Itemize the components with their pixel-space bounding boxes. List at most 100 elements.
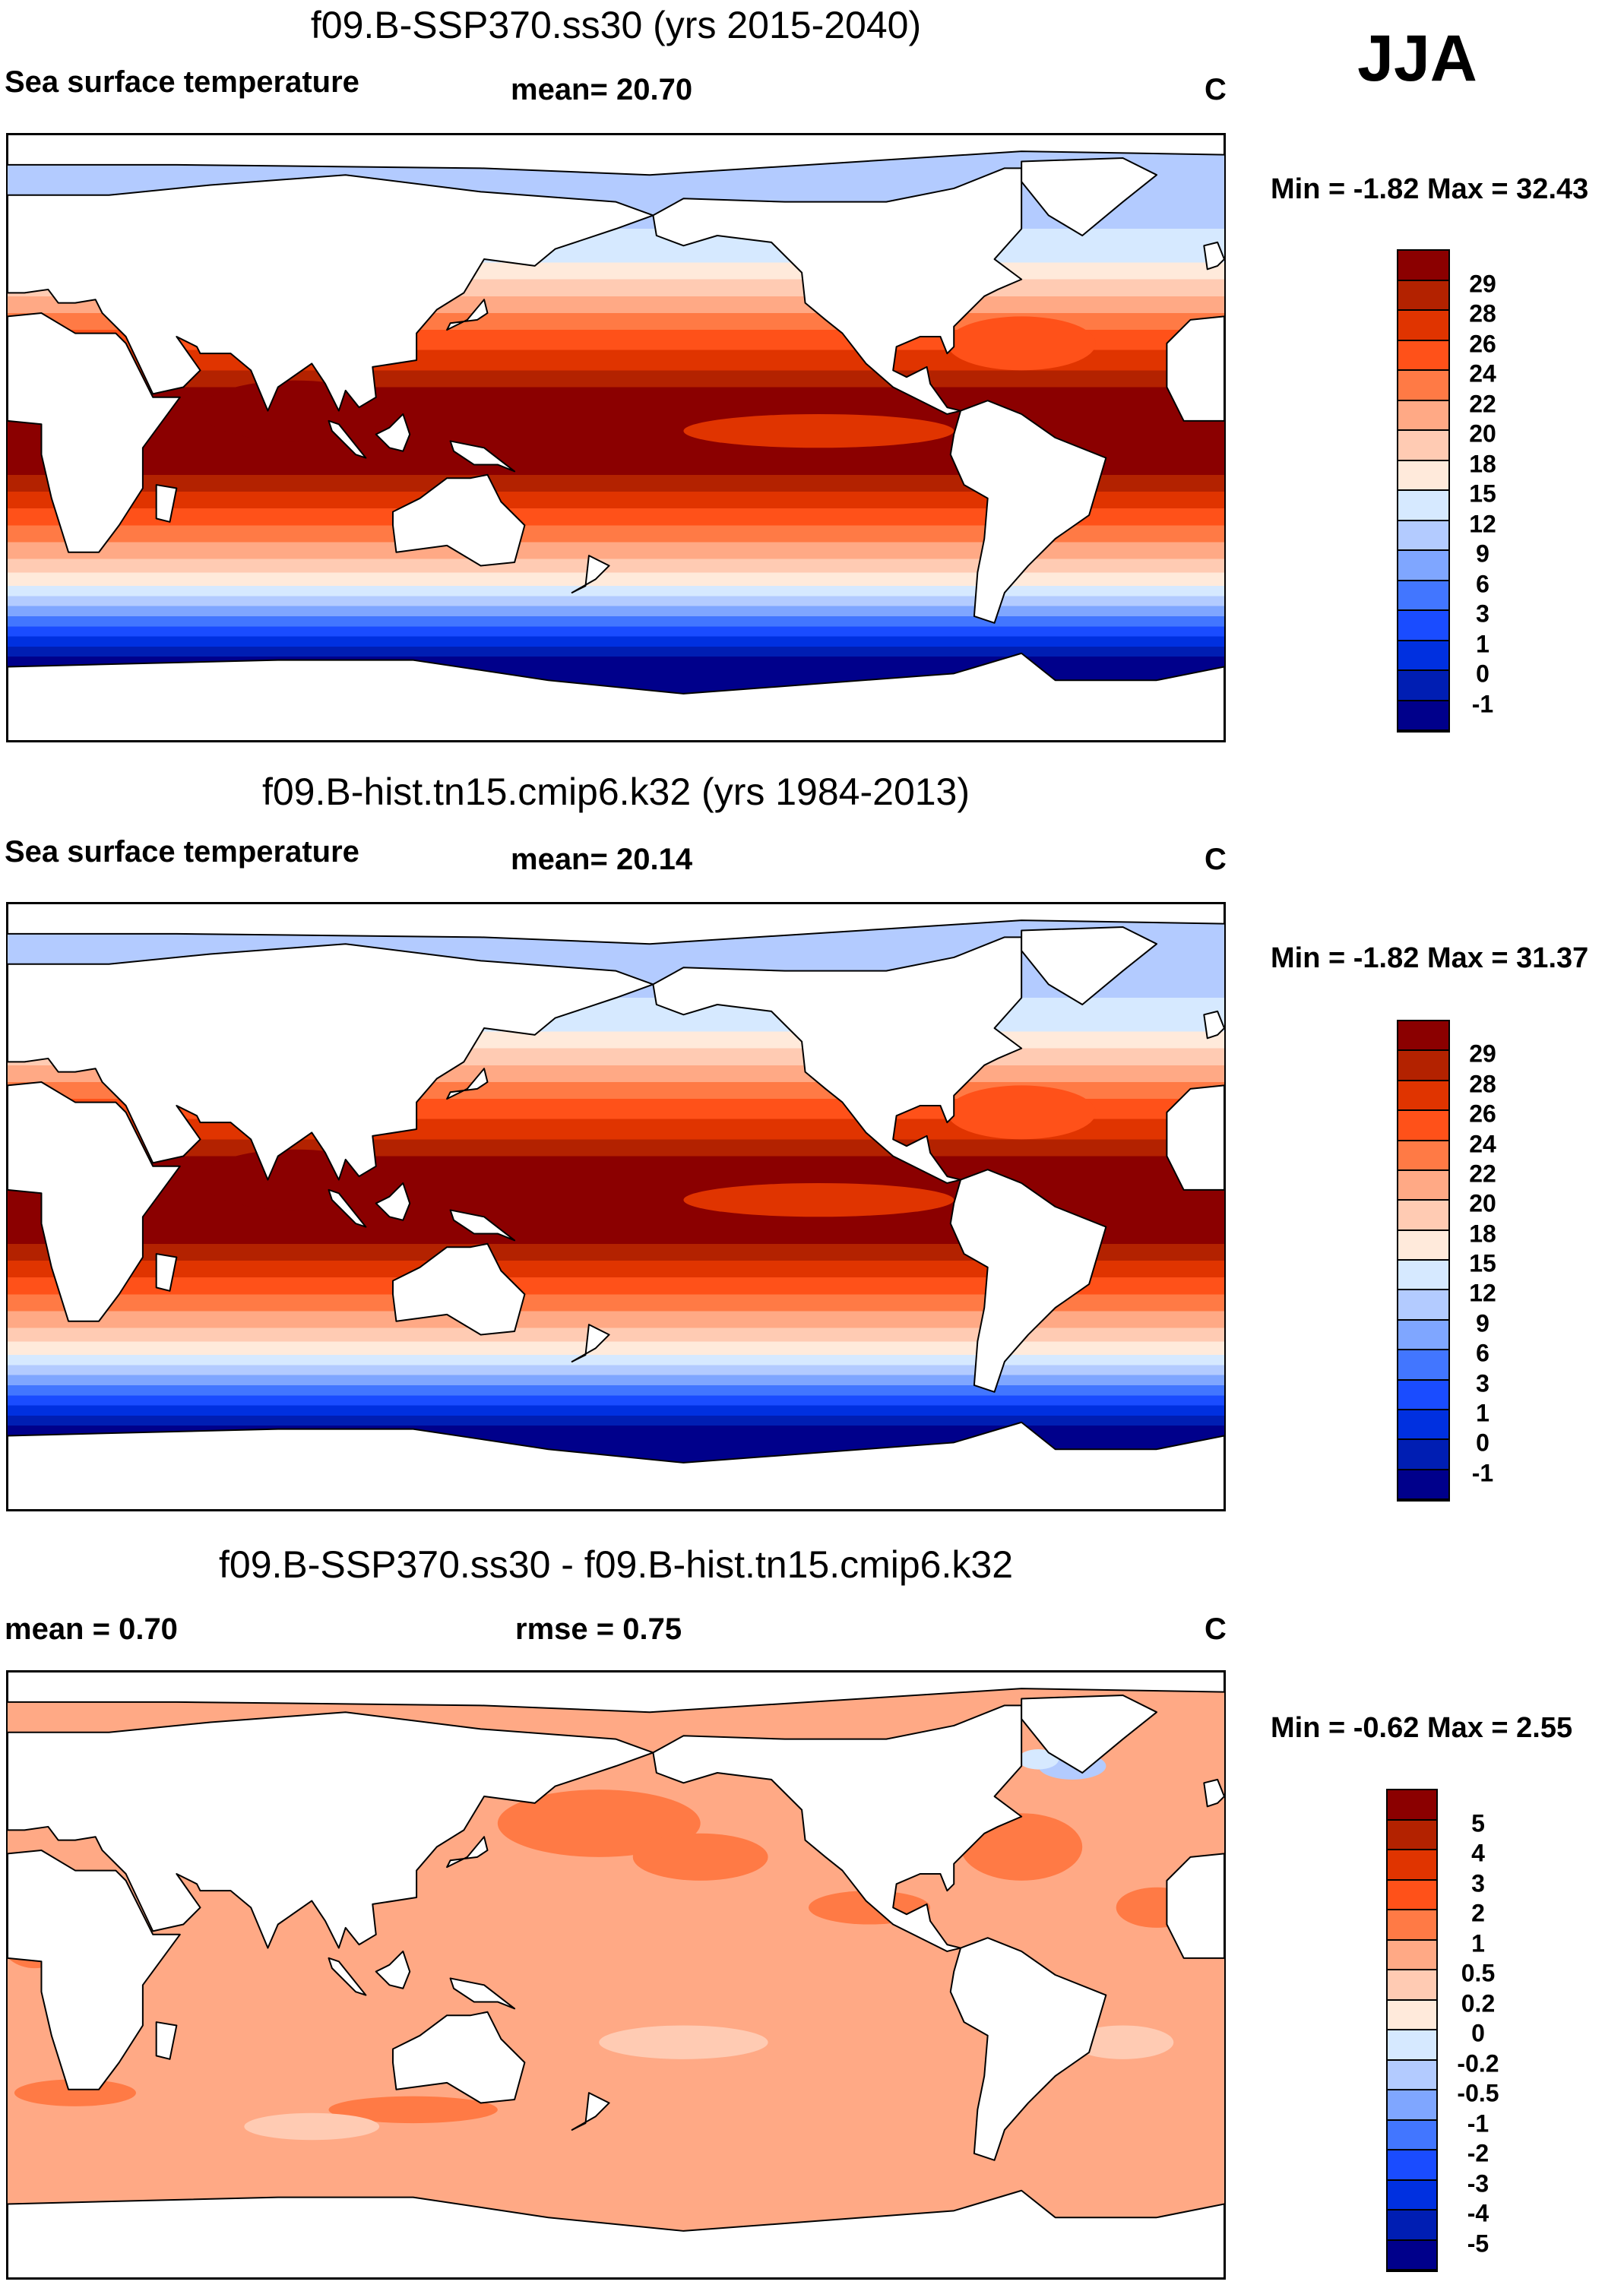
min-max-label: Min = -1.82 Max = 31.37: [1271, 942, 1588, 975]
colorbar-label: 9: [1476, 540, 1489, 568]
colorbar-box: [1388, 1820, 1436, 1850]
colorbar-label: 18: [1469, 450, 1496, 477]
colorbar: [1386, 1789, 1438, 2272]
australia-land: [393, 1244, 524, 1335]
colorbar-label: 3: [1476, 1369, 1489, 1397]
colorbar-label: 6: [1476, 1339, 1489, 1367]
borneo-land: [376, 1183, 410, 1220]
eurasia-land: [8, 944, 653, 1179]
panel-title: f09.B-SSP370.ss30 (yrs 2015-2040): [310, 4, 922, 46]
colorbar-label: 15: [1469, 479, 1496, 508]
colorbar-box: [1398, 1410, 1448, 1441]
weak-warming-patch: [244, 2112, 380, 2141]
colorbar-box: [1388, 2240, 1436, 2271]
colorbar-box: [1398, 1380, 1448, 1410]
arctic-ice-land: [8, 903, 1224, 944]
colorbar-label: 0: [1476, 1429, 1489, 1457]
colorbar-box: [1398, 701, 1448, 731]
antarctica-land: [8, 653, 1224, 741]
africa-west-land: [1167, 316, 1224, 420]
colorbar-box: [1388, 2030, 1436, 2061]
colorbar-box: [1388, 2150, 1436, 2181]
colorbar-box: [1398, 1111, 1448, 1141]
africa-west-land: [1167, 1853, 1224, 1957]
gulf-stream-region: [947, 1085, 1097, 1140]
colorbar-label: 6: [1476, 570, 1489, 597]
colorbar-label: 5: [1471, 1809, 1485, 1837]
africa-east-land: [8, 313, 180, 552]
panel-title: f09.B-SSP370.ss30 - f09.B-hist.tn15.cmip…: [219, 1543, 1013, 1586]
max-value: 32.43: [1516, 173, 1589, 205]
colorbar-label: 15: [1469, 1249, 1496, 1277]
arctic-ice-land: [8, 1672, 1224, 1712]
max-label: Max =: [1426, 942, 1508, 974]
colorbar-label: 9: [1476, 1309, 1489, 1337]
colorbar-box: [1388, 2210, 1436, 2241]
madagascar-land: [157, 1254, 177, 1291]
colorbar-box: [1388, 1850, 1436, 1881]
colorbar-label: -1: [1467, 2109, 1489, 2137]
difference-map: [6, 1670, 1226, 2280]
max-value: 31.37: [1516, 942, 1589, 974]
australia-land: [393, 475, 524, 566]
variable-label: Sea surface temperature: [5, 835, 359, 869]
colorbar-box: [1398, 1261, 1448, 1291]
borneo-land: [376, 414, 410, 451]
new-guinea-land: [451, 441, 514, 471]
colorbar-label: 18: [1469, 1220, 1496, 1248]
antarctica-land: [8, 2191, 1224, 2278]
min-max-label: Min = -0.62 Max = 2.55: [1271, 1712, 1572, 1745]
colorbar-label: 26: [1469, 1100, 1496, 1128]
colorbar-label: 24: [1469, 1130, 1496, 1157]
max-value: 2.55: [1516, 1712, 1573, 1744]
japan-land: [447, 299, 487, 330]
colorbar-label: 28: [1469, 1070, 1496, 1098]
colorbar: [1397, 249, 1450, 733]
colorbar-box: [1398, 641, 1448, 671]
colorbar-label: -4: [1467, 2199, 1489, 2227]
australia-land: [393, 2012, 524, 2103]
uk-land: [1204, 1780, 1224, 1806]
east-pacific-cold-tongue: [683, 1182, 954, 1217]
colorbar-label: 20: [1469, 419, 1496, 448]
max-label: Max =: [1426, 173, 1508, 205]
colorbar-box: [1398, 431, 1448, 461]
colorbar-box: [1388, 2060, 1436, 2090]
cooling-patch: [1018, 1748, 1059, 1770]
antarctica-land: [8, 1422, 1224, 1510]
japan-land: [447, 1068, 487, 1099]
colorbar-box: [1398, 521, 1448, 551]
rmse-label: rmse = 0.75: [515, 1612, 682, 1646]
colorbar-label: -0.2: [1457, 2049, 1499, 2077]
new-guinea-land: [451, 1978, 514, 2008]
warming-patch: [14, 2079, 136, 2106]
colorbar-box: [1398, 551, 1448, 581]
colorbar-label: 12: [1469, 510, 1496, 537]
season-label: JJA: [1357, 22, 1477, 95]
min-label: Min =: [1271, 942, 1346, 974]
colorbar-box: [1398, 1320, 1448, 1351]
new-zealand-land: [572, 1324, 609, 1362]
colorbar-label: 0.2: [1461, 1989, 1496, 2017]
sst-map: [6, 902, 1226, 1511]
sumatra-land: [328, 1958, 366, 1995]
new-zealand-land: [572, 555, 609, 593]
panel-title: f09.B-hist.tn15.cmip6.k32 (yrs 1984-2013…: [261, 771, 970, 813]
africa-east-land: [8, 1850, 180, 2090]
colorbar-box: [1398, 1230, 1448, 1261]
min-value: -1.82: [1353, 173, 1420, 205]
colorbar-box: [1398, 1470, 1448, 1500]
max-label: Max =: [1426, 1712, 1508, 1744]
sumatra-land: [328, 421, 366, 458]
units-label: C: [1205, 843, 1227, 876]
colorbar-box: [1398, 611, 1448, 641]
sumatra-land: [328, 1190, 366, 1227]
borneo-land: [376, 1951, 410, 1989]
colorbar-label: 28: [1469, 299, 1496, 328]
colorbar-box: [1388, 1880, 1436, 1910]
greenland-land: [1021, 1695, 1157, 1773]
east-pacific-cold-tongue: [683, 413, 954, 448]
colorbar-box: [1388, 1910, 1436, 1941]
colorbar-box: [1398, 581, 1448, 611]
colorbar-label: 20: [1469, 1189, 1496, 1217]
